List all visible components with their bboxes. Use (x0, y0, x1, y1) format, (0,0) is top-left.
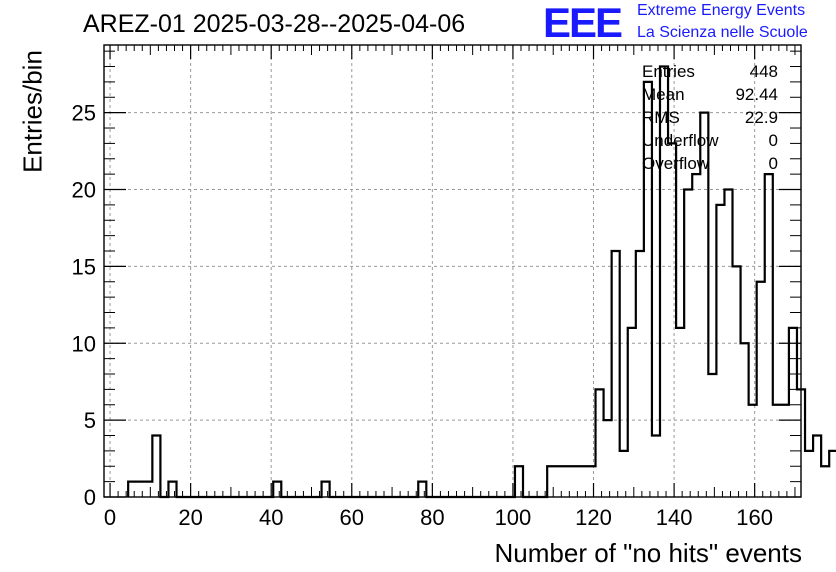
y-axis-tick-labels: 0 5 10 15 20 25 (72, 101, 96, 510)
y-tick-label: 0 (84, 485, 96, 510)
stats-row-underflow: Underflow 0 (642, 129, 778, 152)
x-tick-label: 0 (104, 505, 116, 530)
x-tick-label: 80 (420, 505, 444, 530)
histogram-line (127, 65, 836, 499)
x-tick-label: 100 (495, 505, 532, 530)
stats-value: 0 (768, 131, 778, 150)
x-axis-ticks (109, 45, 796, 497)
stats-value: 22.9 (744, 108, 778, 127)
stats-row-mean: Mean 92.44 (642, 83, 778, 106)
x-tick-label: 20 (178, 505, 202, 530)
stats-label: Entries (642, 62, 695, 81)
stats-box: Entries 448 Mean 92.44 RMS 22.9 Underflo… (642, 60, 778, 175)
stats-label: Mean (642, 85, 685, 104)
y-axis-label: Entries/bin (17, 50, 48, 173)
logo-line-2: La Scienza nelle Scuole (637, 24, 808, 41)
stats-row-overflow: Overflow 0 (642, 152, 778, 175)
stats-label: Underflow (642, 131, 719, 150)
stats-row-entries: Entries 448 (642, 60, 778, 83)
x-tick-label: 120 (575, 505, 612, 530)
y-tick-label: 20 (72, 178, 96, 203)
x-axis-label: Number of "no hits" events (494, 538, 803, 568)
stats-row-rms: RMS 22.9 (642, 106, 778, 129)
x-tick-label: 140 (656, 505, 693, 530)
y-tick-label: 15 (72, 254, 96, 279)
logo-line-1: Extreme Energy Events (637, 2, 806, 19)
stats-value: 0 (768, 154, 778, 173)
eee-logo: EEE (543, 0, 623, 46)
y-tick-label: 25 (72, 101, 96, 126)
x-axis-tick-labels: 0 20 40 60 80 100 120 140 160 (104, 505, 773, 530)
chart-title: AREZ-01 2025-03-28--2025-04-06 (83, 10, 466, 38)
plot-frame (103, 44, 802, 498)
y-tick-label: 10 (72, 331, 96, 356)
stats-label: RMS (642, 108, 680, 127)
stats-value: 448 (749, 62, 778, 81)
x-tick-label: 40 (259, 505, 283, 530)
stats-value: 92.44 (735, 85, 778, 104)
y-tick-label: 5 (84, 408, 96, 433)
grid-lines (104, 45, 801, 497)
x-tick-label: 60 (340, 505, 364, 530)
x-tick-label: 160 (736, 505, 773, 530)
stats-label: Overflow (642, 154, 710, 173)
